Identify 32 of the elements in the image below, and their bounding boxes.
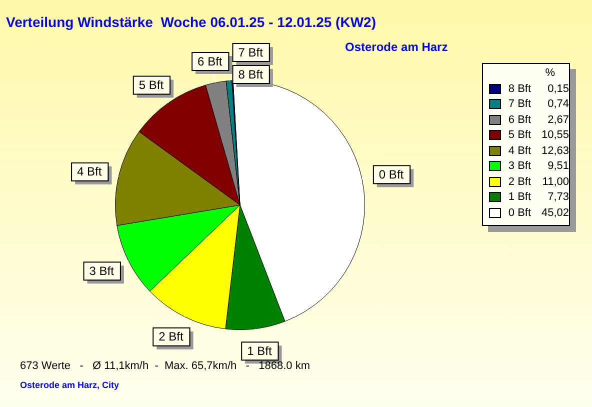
legend-title: % — [544, 67, 556, 81]
slice-label: 6 Bft — [198, 54, 223, 68]
data-label: 11,00 — [541, 176, 569, 188]
slice-label: 3 Bft — [89, 264, 115, 278]
slice-label: 2 Bft — [158, 330, 184, 344]
data-label: 2,67 — [546, 114, 569, 126]
slice-label: 4 Bft — [77, 164, 102, 179]
text: Osterode am Harz, City — [20, 380, 120, 390]
legend-label: 0 Bft — [508, 206, 532, 219]
data-label: 9,51 — [546, 160, 569, 172]
data-label: 0,15 — [546, 82, 569, 95]
legend-label: 4 Bft — [508, 144, 532, 157]
slice-label: 8 Bft — [238, 67, 264, 82]
slice-label: 1 Bft — [247, 344, 272, 358]
data-label: 12,63 — [540, 144, 569, 157]
legend-label: 3 Bft — [508, 160, 532, 172]
legend-label: 1 Bft — [508, 191, 532, 204]
text: 673 Werte - Ø 11,1km/h - Max. 65,7km/h - 1868.0 km — [20, 360, 310, 372]
data-label: 7,73 — [546, 191, 569, 204]
data-label: 45,02 — [540, 206, 569, 219]
legend-label: 7 Bft — [508, 98, 532, 110]
slice-label: 5 Bft — [138, 78, 164, 92]
legend-label: 2 Bft — [508, 176, 532, 188]
legend-label: 6 Bft — [508, 114, 532, 126]
data-label: 10,55 — [540, 129, 569, 142]
legend-label: 8 Bft — [508, 82, 532, 95]
legend-label: 5 Bft — [508, 129, 532, 142]
slice-label: 0 Bft — [378, 167, 404, 182]
chart-title: Verteilung Windstärke Woche 06.01.25 - 12.01.25 (KW2) — [6, 14, 376, 30]
data-label: 0,74 — [546, 98, 569, 110]
chart-subtitle: Osterode am Harz — [345, 40, 448, 54]
slice-label: 7 Bft — [238, 45, 264, 60]
